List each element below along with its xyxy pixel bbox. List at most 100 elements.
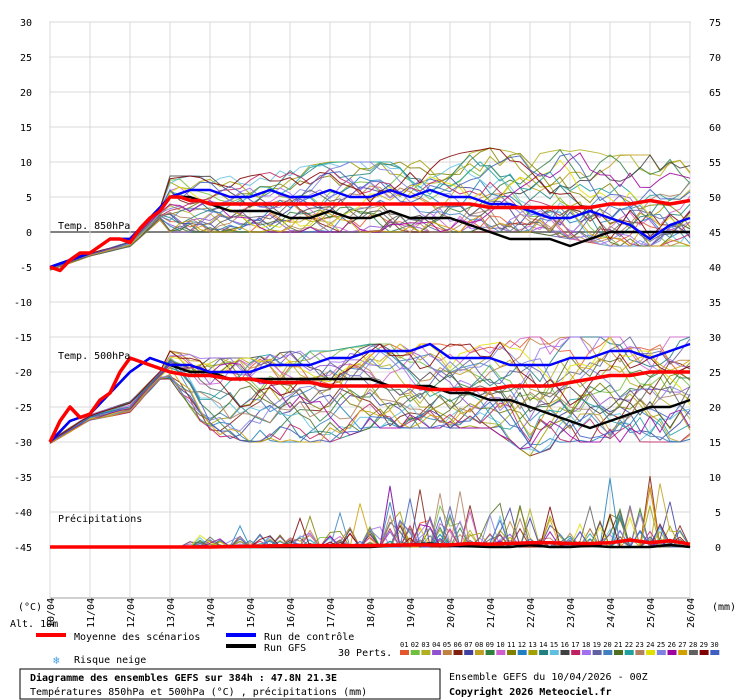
right-axis-unit: (mm) (712, 602, 736, 613)
pert-number: 11 (507, 641, 515, 649)
main-series (48, 188, 691, 549)
pert-swatch (464, 650, 474, 655)
pert-number: 28 (689, 641, 697, 649)
pert-number: 04 (432, 641, 440, 649)
member-t850_envelope-28 (49, 189, 691, 271)
x-tick-label: 26/04 (686, 598, 697, 628)
left-tick-label: -10 (14, 298, 32, 309)
left-axis: 30 25 20 15 10 5 0 -5 -10 -15 -20 -25 -30 -35 -40 -45 (14, 18, 32, 554)
x-tick-label: 14/04 (206, 598, 217, 628)
pert-number: 15 (550, 641, 558, 649)
x-tick-label: 13/04 (166, 598, 177, 628)
member-t500_envelope-27 (49, 354, 691, 444)
series-precip-mean (50, 538, 691, 549)
series-850hPa-mean (49, 195, 691, 273)
annotation-t850: Temp. 850hPa (58, 221, 130, 232)
pert-swatch (528, 650, 538, 655)
pert-swatch (539, 650, 549, 655)
pert-swatch (614, 650, 623, 655)
member-t500_envelope-23 (49, 374, 691, 444)
pert-swatch (624, 650, 634, 655)
right-tick-label: 5 (715, 508, 721, 519)
pert-number: 27 (678, 641, 686, 649)
pert-number: 21 (614, 641, 622, 649)
pert-number: 29 (700, 641, 708, 649)
pert-swatch (507, 650, 516, 655)
x-tick-label: 17/04 (326, 598, 337, 628)
chart-subtitle: Températures 850hPa et 500hPa (°C) , pré… (30, 686, 367, 698)
pert-swatch (678, 650, 688, 655)
left-tick-label: -5 (20, 263, 32, 274)
pert-number: 19 (593, 641, 601, 649)
right-tick-label: 60 (709, 123, 721, 134)
x-tick-label: 19/04 (406, 598, 417, 628)
x-tick-label: 22/04 (526, 598, 537, 628)
series-850hPa-control (49, 188, 691, 269)
legend-snow-label: Risque neige (74, 655, 146, 666)
pert-swatch (400, 650, 409, 655)
right-tick-label: 45 (709, 228, 721, 239)
pert-number: 01 (400, 641, 408, 649)
pert-number: 24 (646, 641, 654, 649)
pert-number: 17 (571, 641, 579, 649)
pert-swatch (560, 650, 570, 655)
right-tick-label: 10 (709, 473, 721, 484)
pert-swatch (496, 650, 506, 655)
right-tick-label: 75 (709, 18, 721, 29)
right-tick-label: 0 (715, 543, 721, 554)
pert-number: 05 (443, 641, 451, 649)
legend-mean-label: Moyenne des scénarios (74, 631, 200, 643)
left-tick-label: 25 (20, 53, 32, 64)
pert-number: 12 (518, 641, 526, 649)
pert-swatch (432, 650, 442, 655)
right-tick-label: 20 (709, 403, 721, 414)
pert-swatch (549, 650, 559, 655)
member-t850_envelope-25 (49, 161, 691, 270)
annotation-precip: Précipitations (58, 513, 142, 525)
pert-number: 20 (603, 641, 611, 649)
legend-gfs-label: Run GFS (264, 643, 306, 654)
series-500hPa-mean (48, 356, 690, 443)
run-info: Ensemble GEFS du 10/04/2026 - 00Z (449, 672, 648, 683)
left-tick-label: 10 (20, 158, 32, 169)
snowflake-icon: ❄ (53, 654, 60, 667)
left-tick-label: 0 (26, 228, 32, 239)
member-t500_envelope-30 (49, 359, 691, 454)
pert-number: 10 (496, 641, 504, 649)
pert-number: 07 (464, 641, 472, 649)
pert-swatch (421, 650, 431, 655)
x-tick-label: 15/04 (246, 598, 257, 628)
altitude-label: Alt. 10m (10, 619, 58, 630)
pert-swatch (571, 650, 581, 655)
pert-swatch (581, 650, 591, 655)
pert-number: 22 (625, 641, 633, 649)
x-axis: 10/04 11/04 12/04 13/04 14/04 15/04 16/04 17/04… (46, 598, 697, 628)
pert-swatch (453, 650, 463, 655)
pert-number: 03 (421, 641, 429, 649)
right-tick-label: 25 (709, 368, 721, 379)
copyright: Copyright 2026 Meteociel.fr (449, 686, 612, 698)
left-tick-label: 20 (20, 88, 32, 99)
pert-number: 26 (668, 641, 676, 649)
right-tick-label: 35 (709, 298, 721, 309)
x-tick-label: 25/04 (646, 598, 657, 628)
pert-number: 30 (710, 641, 718, 649)
pert-number: 18 (582, 641, 590, 649)
x-tick-label: 12/04 (126, 598, 137, 628)
x-tick-label: 18/04 (366, 598, 377, 628)
pert-swatch (592, 650, 602, 655)
series-500hPa-control (49, 342, 691, 443)
member-t500_envelope-25 (49, 345, 691, 444)
pert-number: 09 (486, 641, 494, 649)
left-tick-label: -45 (14, 543, 32, 554)
pert-number: 13 (528, 641, 536, 649)
pert-swatch (656, 650, 666, 655)
left-tick-label: -25 (14, 403, 32, 414)
x-tick-label: 21/04 (486, 598, 497, 628)
member-t500_envelope-28 (49, 359, 691, 442)
pert-swatch (474, 650, 484, 655)
left-tick-label: -35 (14, 473, 32, 484)
pert-number: 06 (454, 641, 462, 649)
